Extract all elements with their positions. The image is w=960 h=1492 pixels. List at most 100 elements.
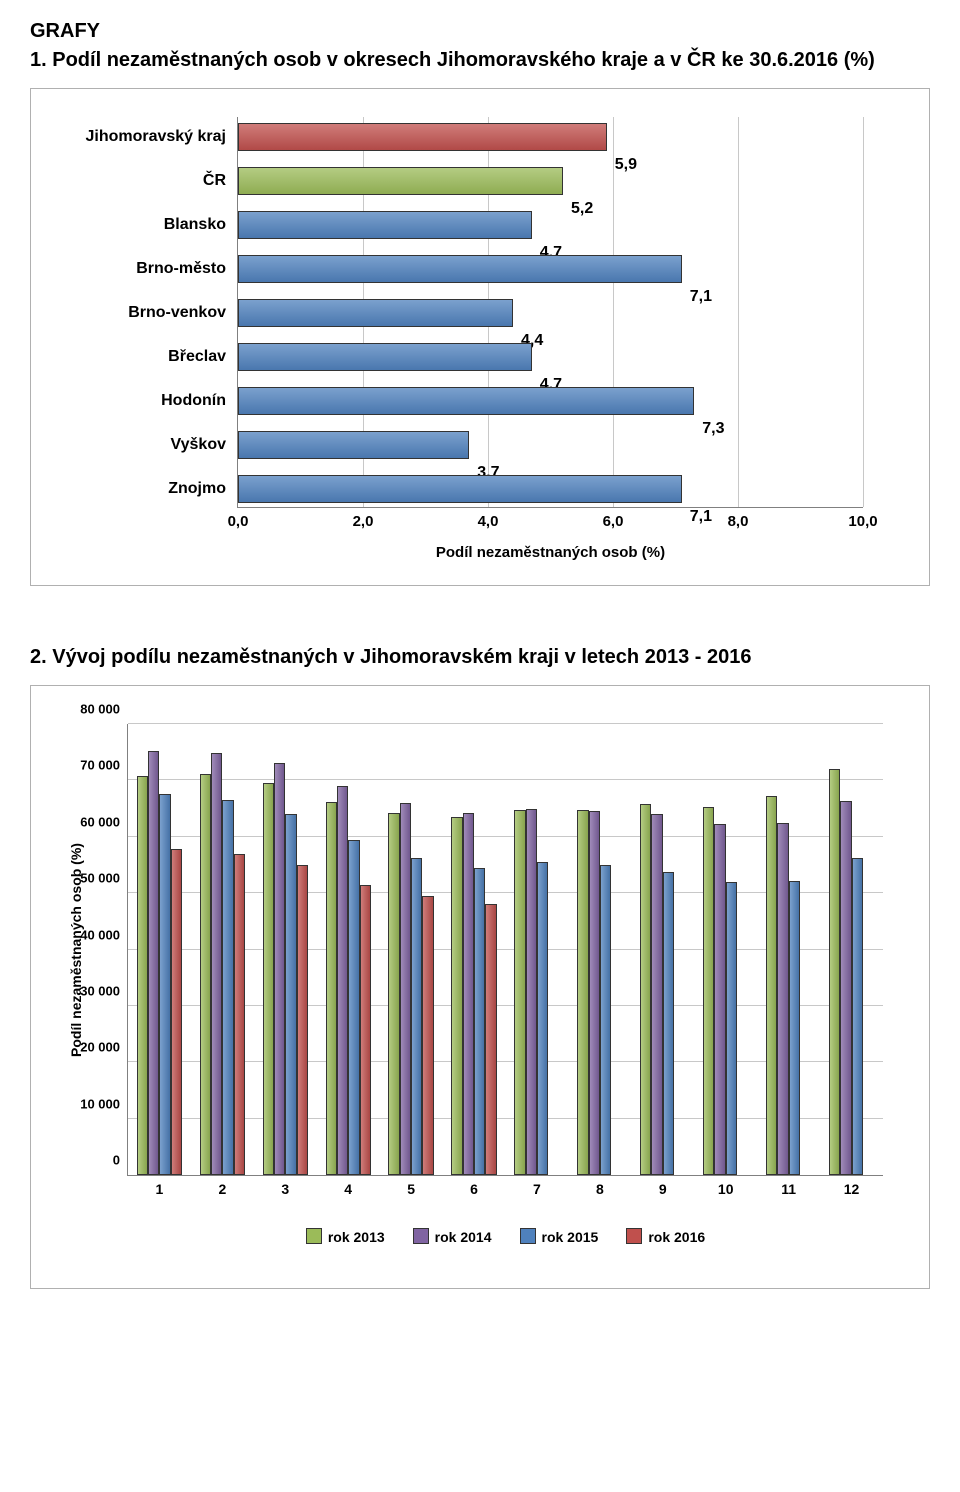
- chart2-container: Podíl nezaměstnaných osob (%) 010 00020 …: [30, 685, 930, 1289]
- chart2-bar: [840, 801, 851, 1175]
- chart2-x-tick: 6: [470, 1175, 478, 1197]
- chart2-x-tick: 2: [218, 1175, 226, 1197]
- chart2-bar: [148, 751, 159, 1175]
- chart2-title: 2. Vývoj podílu nezaměstnaných v Jihomor…: [30, 646, 878, 669]
- chart1-bar-row: ČR5,2: [238, 167, 563, 195]
- chart2-bar: [777, 823, 788, 1175]
- chart2-bar: [326, 802, 337, 1175]
- chart1-category-label: Blansko: [164, 211, 238, 239]
- chart1-value-label: 7,3: [694, 415, 724, 443]
- chart1-bar: [238, 387, 694, 415]
- chart2-bar: [537, 862, 548, 1175]
- chart1-title-text: Podíl nezaměstnaných osob v okresech Jih…: [52, 49, 875, 71]
- chart1-bar-row: Břeclav4,7: [238, 343, 532, 371]
- chart2-bar: [348, 840, 359, 1175]
- chart1-title-num: 1.: [30, 49, 52, 71]
- chart2-bar: [829, 769, 840, 1175]
- chart2-bar: [789, 881, 800, 1175]
- chart2-title-text: Vývoj podílu nezaměstnaných v Jihomoravs…: [52, 646, 751, 668]
- legend-swatch-icon: [306, 1228, 322, 1244]
- chart2-x-tick: 9: [659, 1175, 667, 1197]
- chart2-bar: [663, 872, 674, 1175]
- chart1-bar-row: Brno-venkov4,4: [238, 299, 513, 327]
- chart2-bar: [589, 811, 600, 1175]
- chart2-bar: [514, 810, 525, 1175]
- chart2-bar: [274, 763, 285, 1175]
- legend-label: rok 2015: [542, 1229, 599, 1245]
- chart2-bar: [766, 796, 777, 1175]
- chart2-bar: [200, 774, 211, 1175]
- chart2-bar: [171, 849, 182, 1175]
- chart2-x-tick: 10: [718, 1175, 734, 1197]
- chart1-x-tick: 2,0: [353, 507, 374, 530]
- chart2-y-tick: 30 000: [80, 983, 128, 998]
- chart1-bar: [238, 123, 607, 151]
- chart1-x-axis-title: Podíl nezaměstnaných osob (%): [238, 544, 863, 561]
- chart1-container: 0,02,04,06,08,010,0Podíl nezaměstnaných …: [30, 88, 930, 586]
- chart2-bar: [474, 868, 485, 1175]
- chart1-category-label: Brno-město: [136, 255, 238, 283]
- chart2-gridline: [128, 723, 883, 724]
- chart2-x-tick: 8: [596, 1175, 604, 1197]
- chart1-plot: 0,02,04,06,08,010,0Podíl nezaměstnaných …: [237, 117, 863, 508]
- chart1-bar-row: Jihomoravský kraj5,9: [238, 123, 607, 151]
- chart1-category-label: Znojmo: [168, 475, 238, 503]
- chart1-value-label: 7,1: [682, 503, 712, 531]
- chart2-x-tick: 1: [156, 1175, 164, 1197]
- chart1-value-label: 7,1: [682, 283, 712, 311]
- chart2-y-tick: 70 000: [80, 758, 128, 773]
- chart1-gridline: [863, 117, 864, 507]
- chart2-y-tick: 50 000: [80, 871, 128, 886]
- chart2-bar: [234, 854, 245, 1175]
- chart2-legend: rok 2013 rok 2014 rok 2015 rok 2016: [128, 1228, 883, 1245]
- chart1-x-tick: 4,0: [478, 507, 499, 530]
- chart1-category-label: Hodonín: [161, 387, 238, 415]
- chart2-bar: [297, 865, 308, 1175]
- chart1-value-label: 5,9: [607, 151, 637, 179]
- chart2-bar: [526, 809, 537, 1175]
- chart1-value-label: 5,2: [563, 195, 593, 223]
- chart2-bar: [714, 824, 725, 1175]
- chart1-category-label: Břeclav: [168, 343, 238, 371]
- chart1-x-tick: 8,0: [728, 507, 749, 530]
- chart2-bar: [852, 858, 863, 1175]
- chart1-category-label: Jihomoravský kraj: [85, 123, 238, 151]
- chart1-bar-row: Hodonín7,3: [238, 387, 694, 415]
- chart2-legend-item: rok 2014: [413, 1228, 492, 1245]
- chart2-bar: [411, 858, 422, 1175]
- chart2-y-tick: 20 000: [80, 1040, 128, 1055]
- chart1-bar: [238, 343, 532, 371]
- chart1-gridline: [738, 117, 739, 507]
- chart2-x-tick: 5: [407, 1175, 415, 1197]
- chart1-bar-row: Vyškov3,7: [238, 431, 469, 459]
- chart2-plot: Podíl nezaměstnaných osob (%) 010 00020 …: [127, 724, 883, 1176]
- chart1-x-tick: 6,0: [603, 507, 624, 530]
- page-heading: GRAFY: [30, 20, 930, 43]
- chart2-bar: [263, 783, 274, 1175]
- chart1-bar-row: Brno-město7,1: [238, 255, 682, 283]
- chart2-bar: [285, 814, 296, 1175]
- chart2-x-tick: 12: [844, 1175, 860, 1197]
- chart2-bar: [211, 753, 222, 1175]
- chart1-title: 1. Podíl nezaměstnaných osob v okresech …: [30, 49, 878, 72]
- chart1-bar: [238, 167, 563, 195]
- chart2-gridline: [128, 779, 883, 780]
- chart2-legend-item: rok 2013: [306, 1228, 385, 1245]
- chart2-bar: [726, 882, 737, 1175]
- chart1-category-label: ČR: [203, 167, 238, 195]
- chart2-bar: [600, 865, 611, 1175]
- legend-swatch-icon: [626, 1228, 642, 1244]
- chart2-bar: [388, 813, 399, 1175]
- chart2-bar: [651, 814, 662, 1175]
- chart2-y-tick: 60 000: [80, 814, 128, 829]
- chart2-legend-item: rok 2015: [520, 1228, 599, 1245]
- chart1-bar: [238, 299, 513, 327]
- chart2-bar: [485, 904, 496, 1175]
- chart2-legend-item: rok 2016: [626, 1228, 705, 1245]
- chart2-bar: [137, 776, 148, 1175]
- chart2-x-tick: 3: [281, 1175, 289, 1197]
- chart1-bar-row: Blansko4,7: [238, 211, 532, 239]
- chart2-bar: [422, 896, 433, 1175]
- chart2-bar: [451, 817, 462, 1175]
- chart1-bar: [238, 475, 682, 503]
